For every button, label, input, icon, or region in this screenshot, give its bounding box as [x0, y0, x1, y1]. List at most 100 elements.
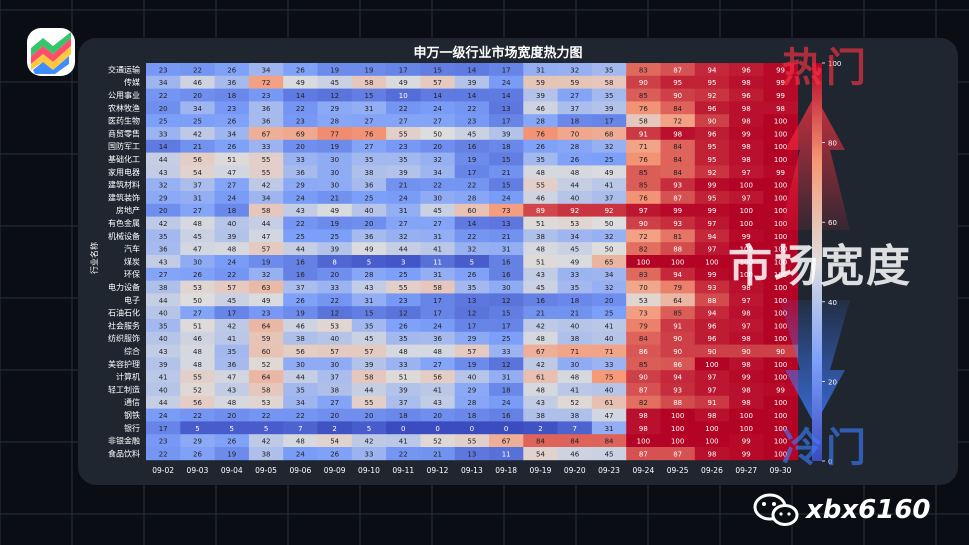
heatmap-cell [386, 408, 421, 422]
cell-value-label: 58 [262, 386, 271, 394]
heatmap-cell [557, 139, 593, 153]
heatmap-cell [420, 242, 456, 256]
heatmap-cell [386, 306, 421, 320]
cell-value-label: 25 [399, 271, 408, 279]
heatmap-cell [283, 319, 318, 333]
cell-value-label: 37 [193, 182, 202, 190]
cell-value-label: 61 [605, 399, 614, 407]
heatmap-cell [351, 357, 387, 371]
heatmap-cell [729, 434, 764, 448]
heatmap-cell [317, 331, 353, 345]
cell-value-label: 58 [639, 118, 648, 126]
heatmap-cell [489, 127, 524, 141]
heatmap-cell [214, 447, 250, 461]
heatmap-cell [214, 242, 250, 256]
cell-value-label: 37 [399, 399, 408, 407]
heatmap-cell [694, 447, 730, 461]
heatmap-cell [591, 395, 627, 409]
heatmap-cell [763, 75, 799, 89]
heatmap-cell [214, 101, 250, 115]
row-tick-label: 机械设备 [108, 231, 140, 241]
heatmap-cell [660, 267, 696, 281]
cell-value-label: 27 [159, 271, 168, 279]
cell-value-label: 48 [193, 220, 202, 228]
cell-value-label: 40 [605, 335, 614, 343]
heatmap-cell [146, 357, 181, 371]
cell-value-label: 100 [774, 156, 787, 164]
cell-value-label: 19 [467, 156, 476, 164]
cell-value-label: 100 [740, 246, 753, 254]
heatmap-cell [454, 447, 490, 461]
heatmap-cell [420, 319, 456, 333]
cell-value-label: 92 [707, 92, 716, 100]
heatmap-cell [420, 88, 456, 102]
cell-value-label: 98 [776, 105, 785, 113]
cell-value-label: 98 [707, 412, 716, 420]
cell-value-label: 87 [673, 450, 682, 458]
heatmap-cell [351, 267, 387, 281]
heatmap-cell [214, 114, 250, 128]
cell-value-label: 36 [296, 169, 305, 177]
cell-value-label: 17 [227, 310, 236, 318]
heatmap-cell [420, 139, 456, 153]
cell-value-label: 48 [227, 246, 236, 254]
heatmap-cell [626, 395, 661, 409]
heatmap-cell [317, 357, 353, 371]
heatmap-cell [729, 319, 764, 333]
cell-value-label: 20 [433, 143, 442, 151]
heatmap-cell [214, 408, 250, 422]
cell-value-label: 11 [433, 258, 442, 266]
heatmap-cell [523, 280, 558, 294]
cell-value-label: 94 [707, 310, 716, 318]
cell-value-label: 41 [159, 374, 168, 382]
cell-value-label: 47 [605, 412, 614, 420]
heatmap-cell [351, 370, 387, 384]
heatmap-cell [283, 293, 318, 307]
cell-value-label: 100 [774, 284, 787, 292]
heatmap-cell [180, 267, 215, 281]
column-tick-label: 09-23 [598, 466, 620, 475]
cell-value-label: 87 [639, 386, 648, 394]
cell-value-label: 85 [639, 169, 648, 177]
heatmap-cell [523, 63, 558, 77]
heatmap-cell [523, 255, 558, 269]
cell-value-label: 83 [639, 271, 648, 279]
heatmap-cell [420, 447, 456, 461]
cell-value-label: 52 [570, 399, 579, 407]
column-tick-label: 09-05 [255, 466, 277, 475]
cell-value-label: 55 [364, 399, 373, 407]
heatmap-cell [283, 152, 318, 166]
cell-value-label: 44 [262, 220, 271, 228]
heatmap-cell [248, 357, 284, 371]
cell-value-label: 28 [570, 143, 579, 151]
cell-value-label: 35 [296, 386, 305, 394]
column-tick-label: 09-19 [530, 466, 552, 475]
cell-value-label: 41 [605, 182, 614, 190]
cell-value-label: 52 [262, 361, 271, 369]
cell-value-label: 26 [296, 66, 305, 74]
cell-value-label: 97 [707, 374, 716, 382]
cell-value-label: 14 [467, 220, 476, 228]
heatmap-cell [489, 434, 524, 448]
heatmap-cell [694, 229, 730, 243]
heatmap-cell [591, 139, 627, 153]
cell-value-label: 24 [159, 412, 168, 420]
heatmap-cell [317, 75, 353, 89]
heatmap-cell [523, 203, 558, 217]
cell-value-label: 36 [364, 233, 373, 241]
cell-value-label: 94 [707, 66, 716, 74]
cell-value-label: 100 [740, 182, 753, 190]
heatmap-cell [454, 319, 490, 333]
heatmap-cell [591, 75, 627, 89]
heatmap-cell [317, 293, 353, 307]
heatmap-cell [283, 447, 318, 461]
heatmap-cell [248, 88, 284, 102]
heatmap-cell [283, 395, 318, 409]
cell-value-label: 31 [502, 246, 511, 254]
column-tick-label: 09-18 [495, 466, 517, 475]
cell-value-label: 14 [502, 92, 511, 100]
heatmap-cell [763, 447, 799, 461]
cell-value-label: 10 [399, 92, 408, 100]
heatmap-cell [180, 139, 215, 153]
cell-value-label: 17 [502, 118, 511, 126]
